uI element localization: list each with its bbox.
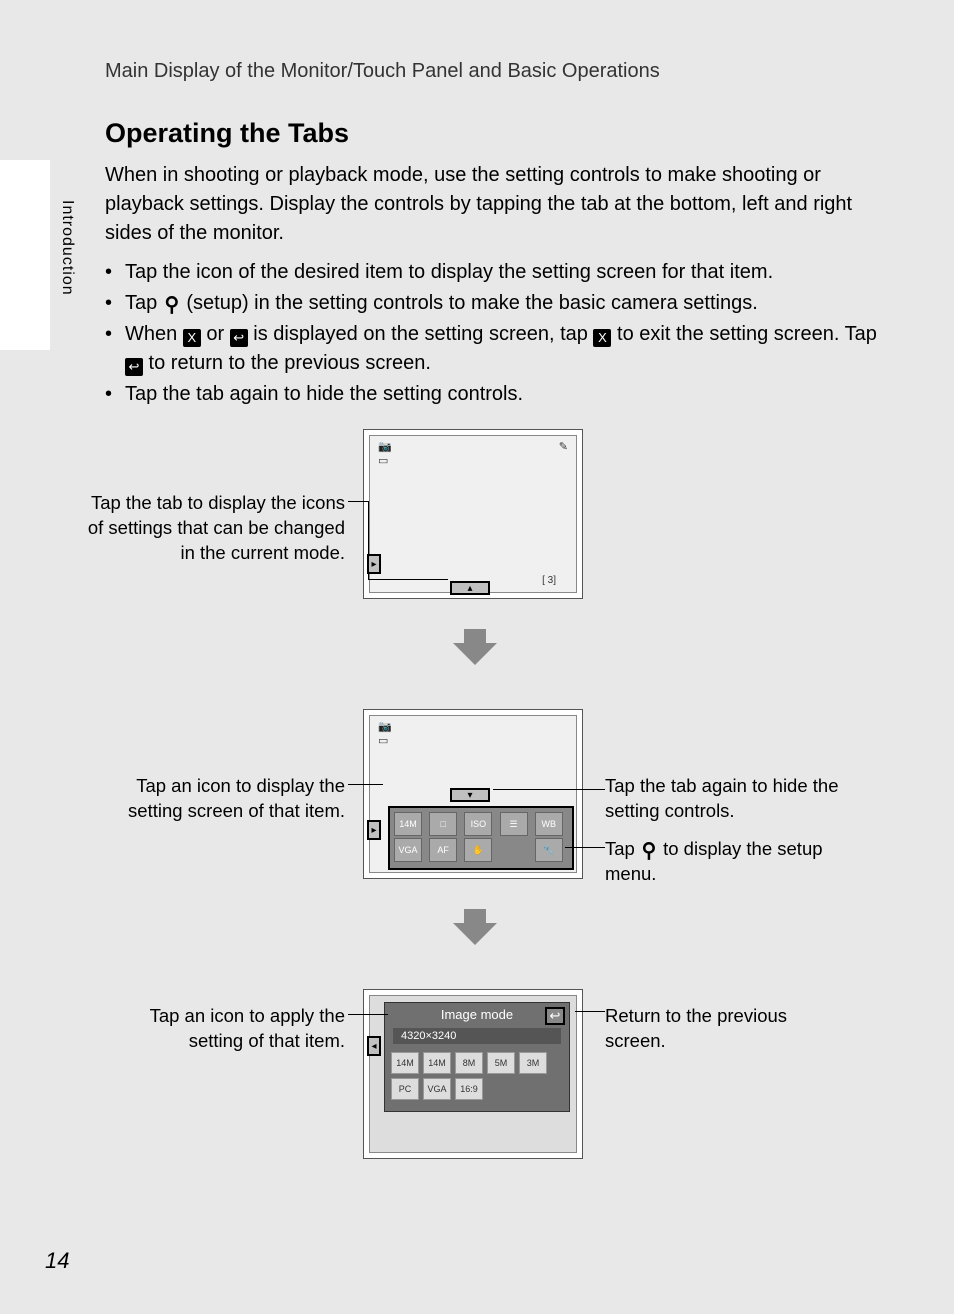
bullet-3d: to exit the setting screen. Tap — [611, 323, 876, 345]
chevron-right-icon: ▸ — [371, 559, 376, 570]
settings-grid: 14M □ ISO ☰ WB VGA AF ✋ 🔧 — [390, 808, 572, 866]
bullet-1: Tap the icon of the desired item to disp… — [105, 258, 884, 287]
chevron-right-icon-2: ▸ — [371, 825, 376, 836]
left-tab-1[interactable]: ▸ — [367, 554, 381, 574]
setting-cell[interactable]: 14M — [394, 812, 422, 836]
arrow-2-stem — [464, 909, 486, 923]
bullet-3a: When — [125, 323, 183, 345]
x-icon-2: X — [593, 329, 611, 347]
header: Main Display of the Monitor/Touch Panel … — [105, 60, 884, 83]
image-mode-panel: Image mode ↩ 4320×3240 14M 14M 8M 5M 3M … — [384, 1002, 570, 1112]
im-cell[interactable]: 16:9 — [455, 1078, 483, 1100]
bullet-2: Tap ⚲ (setup) in the setting controls to… — [105, 289, 884, 318]
bullet-list: Tap the icon of the desired item to disp… — [105, 258, 884, 409]
counter: [ 3] — [542, 575, 556, 586]
chevron-up-icon: ▴ — [467, 583, 472, 594]
return-button[interactable]: ↩ — [545, 1007, 565, 1025]
back-icon-2: ↩ — [125, 358, 143, 376]
callout-3: Tap the tab again to hide the setting co… — [605, 774, 845, 824]
bullet-4: Tap the tab again to hide the setting co… — [105, 380, 884, 409]
leader-2 — [348, 784, 383, 785]
callout-5: Tap an icon to apply the setting of that… — [105, 1004, 345, 1054]
leader-4 — [565, 847, 605, 848]
content: Operating the Tabs When in shooting or p… — [105, 118, 884, 1199]
setting-cell[interactable]: ✋ — [464, 838, 492, 862]
setting-cell[interactable]: ☰ — [500, 812, 528, 836]
screen-2-body: 📷 ▭ ▸ ▾ 14M □ ISO ☰ WB VGA AF ✋ — [369, 715, 577, 873]
leader-1h — [348, 501, 368, 502]
setting-cell[interactable]: □ — [429, 812, 457, 836]
im-cell[interactable]: PC — [391, 1078, 419, 1100]
camera-icon-2: 📷 — [378, 720, 392, 733]
diagram-area: 📷 ▭ ✎ [ 3] ▸ ▴ Tap the tab to display th… — [105, 429, 884, 1199]
battery-icon: ▭ — [378, 454, 388, 467]
section-title: Operating the Tabs — [105, 118, 884, 149]
im-cell[interactable]: 14M — [391, 1052, 419, 1074]
bullet-3c: is displayed on the setting screen, tap — [248, 323, 594, 345]
leader-1h2 — [368, 579, 448, 580]
arrow-1-stem — [464, 629, 486, 643]
bullet-3: When X or ↩ is displayed on the setting … — [105, 320, 884, 378]
callout-1: Tap the tab to display the icons of sett… — [85, 491, 345, 566]
camera-icon: 📷 — [378, 440, 392, 453]
im-cell[interactable]: 5M — [487, 1052, 515, 1074]
leader-5 — [348, 1014, 388, 1015]
arrow-down-icon-2 — [453, 923, 497, 945]
setup-button[interactable]: 🔧 — [535, 838, 563, 862]
bottom-tab-2[interactable]: ▾ — [450, 788, 490, 802]
screen-1: 📷 ▭ ✎ [ 3] ▸ ▴ — [363, 429, 583, 599]
pen-icon: ✎ — [559, 440, 568, 453]
screen-3-body: ◂ Image mode ↩ 4320×3240 14M 14M 8M 5M 3… — [369, 995, 577, 1153]
battery-icon-2: ▭ — [378, 734, 388, 747]
im-cell[interactable]: 3M — [519, 1052, 547, 1074]
back-icon: ↩ — [230, 329, 248, 347]
intro-text: When in shooting or playback mode, use t… — [105, 161, 884, 248]
im-cell[interactable]: VGA — [423, 1078, 451, 1100]
x-icon: X — [183, 329, 201, 347]
callout-4: Tap ⚲ to display the setup menu. — [605, 837, 865, 887]
callout-6: Return to the previous screen. — [605, 1004, 845, 1054]
leader-6 — [575, 1011, 605, 1012]
left-tab-2[interactable]: ▸ — [367, 820, 381, 840]
image-mode-title: Image mode — [385, 1003, 569, 1026]
screen-1-body: 📷 ▭ ✎ [ 3] ▸ ▴ — [369, 435, 577, 593]
setting-cell[interactable]: VGA — [394, 838, 422, 862]
bottom-tab-1[interactable]: ▴ — [450, 581, 490, 595]
arrow-down-icon-1 — [453, 643, 497, 665]
wrench-icon-2: ⚲ — [640, 841, 658, 859]
page: Introduction Main Display of the Monitor… — [0, 0, 954, 1314]
callout-4a: Tap — [605, 838, 640, 859]
im-cell[interactable]: 14M — [423, 1052, 451, 1074]
screen-3: ◂ Image mode ↩ 4320×3240 14M 14M 8M 5M 3… — [363, 989, 583, 1159]
wrench-icon: ⚲ — [163, 295, 181, 313]
bullet-2b: (setup) in the setting controls to make … — [181, 292, 758, 314]
setting-cell[interactable]: WB — [535, 812, 563, 836]
side-tab-bg — [0, 160, 50, 350]
bullet-3b: or — [201, 323, 230, 345]
left-tab-3[interactable]: ◂ — [367, 1036, 381, 1056]
leader-3 — [493, 789, 605, 790]
callout-2: Tap an icon to display the setting scree… — [105, 774, 345, 824]
page-number: 14 — [45, 1248, 69, 1274]
chevron-down-icon: ▾ — [467, 790, 472, 801]
screen-2: 📷 ▭ ▸ ▾ 14M □ ISO ☰ WB VGA AF ✋ — [363, 709, 583, 879]
side-tab-label: Introduction — [58, 200, 76, 296]
image-mode-grid: 14M 14M 8M 5M 3M PC VGA 16:9 — [385, 1046, 569, 1106]
bullet-2a: Tap — [125, 292, 163, 314]
setting-cell-empty — [500, 838, 528, 862]
image-mode-subtitle: 4320×3240 — [393, 1028, 561, 1044]
im-cell[interactable]: 8M — [455, 1052, 483, 1074]
chevron-left-icon: ◂ — [371, 1041, 376, 1052]
settings-panel: 14M □ ISO ☰ WB VGA AF ✋ 🔧 — [388, 806, 574, 870]
return-icon: ↩ — [550, 1008, 561, 1024]
setting-cell[interactable]: AF — [429, 838, 457, 862]
setting-cell[interactable]: ISO — [464, 812, 492, 836]
breadcrumb: Main Display of the Monitor/Touch Panel … — [105, 60, 884, 83]
bullet-3e: to return to the previous screen. — [143, 352, 431, 374]
leader-1v — [368, 501, 369, 579]
